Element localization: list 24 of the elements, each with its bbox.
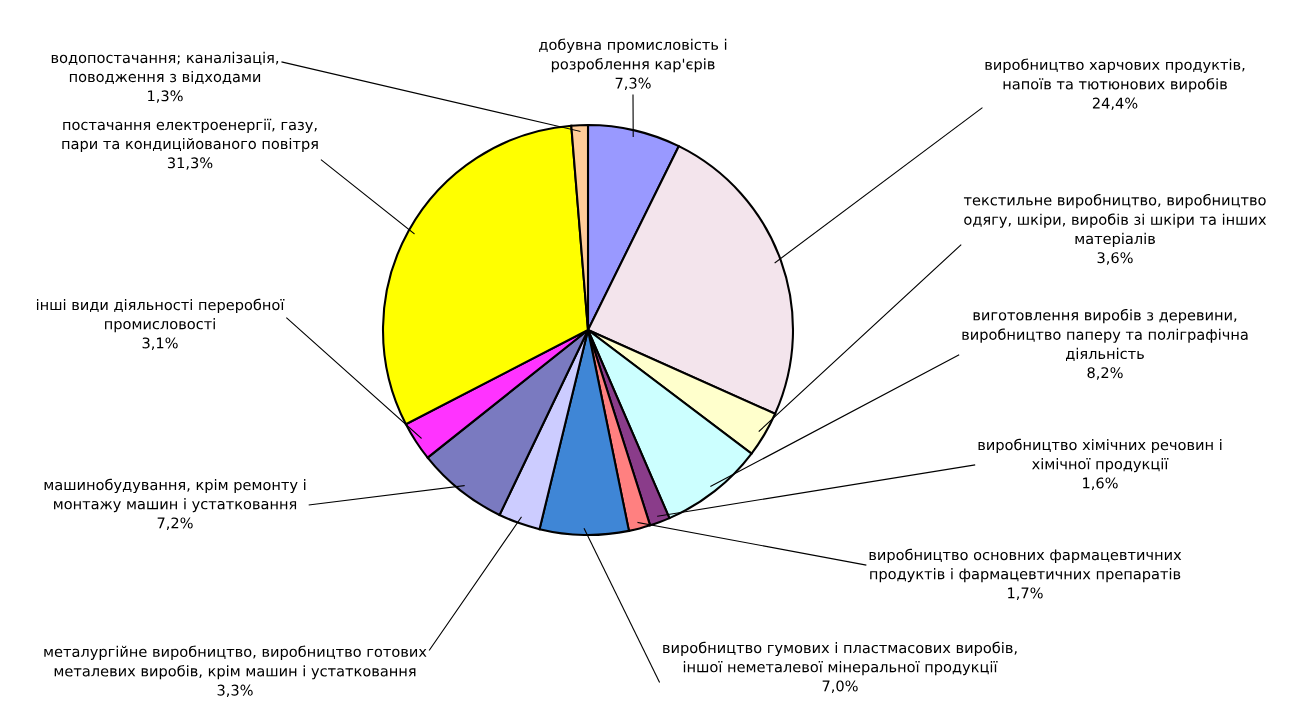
data-label: 3,6% [1097,252,1133,265]
slice-label: виготовлення виробів з деревини, виробництво паперу та поліграфічна діяльність [962,308,1248,361]
slice-label: металургійне виробництво, виробництво готових металевих виробів, крім машин і устатковання [44,645,427,680]
data-label: 7,3% [615,77,651,91]
slice-label: постачання електроенергії, газу, пари та кондиційованого повітря [62,118,318,153]
slice-label: виробництво харчових продуктів, напоїв та тютюнових виробів [985,58,1245,93]
data-label: 31,3% [167,157,213,170]
slice-label: водопостачання; каналізація, поводження з відходами [51,51,279,85]
data-label: 1,7% [1008,587,1043,600]
slice-label: добувна промисловість і розроблення кар'єрів [539,38,727,73]
slice-label: виробництво гумових і пластмасових виробів, іншої неметалевої мінеральної продукції [663,641,1017,676]
slice-label: машинобудування, крім ремонту і монтажу машин і устатковання [44,478,306,513]
data-label: 3,3% [217,684,253,698]
data-label: 3,1% [142,337,178,350]
data-label: 1,3% [148,90,183,103]
slice-label: виробництво хімічних речовин і хімічної продукції [978,438,1222,473]
slice-label: інші види діяльності переробної промисловості [36,298,285,333]
data-label: 1,6% [1083,477,1118,490]
slice-label: текстильне виробництво, виробництво одягу, шкіри, виробів зі шкіри та інших матеріалів [963,193,1267,247]
data-label: 8,2% [1087,367,1123,380]
slice-label: виробництво основних фармацевтичних продуктів і фармацевтичних препаратів [869,548,1182,583]
data-label: 7,0% [822,680,858,693]
data-label: 24,4% [1092,97,1138,111]
data-label: 7,2% [157,517,193,530]
